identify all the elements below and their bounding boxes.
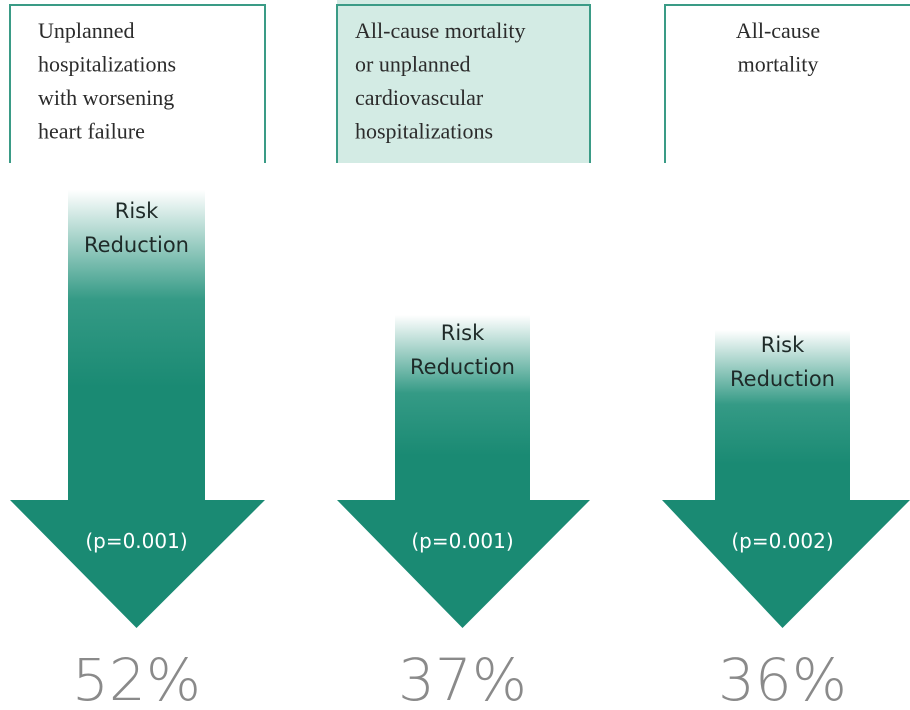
arrow-text: Reduction <box>84 233 189 257</box>
label-line: or unplanned <box>355 52 470 77</box>
label-line: hospitalizations <box>355 119 493 144</box>
label-line: All-cause <box>736 18 820 43</box>
arrow-text: Risk <box>761 333 805 357</box>
arrow <box>10 190 265 628</box>
panel: All-cause mortality Risk Reduction (p=0.002)… <box>662 0 910 710</box>
arrow <box>662 330 910 628</box>
arrow <box>337 315 590 628</box>
label-line: heart failure <box>38 119 145 144</box>
arrow-text: Reduction <box>730 367 835 391</box>
p-value: (p=0.001) <box>85 529 187 553</box>
arrow-text: Risk <box>115 199 159 223</box>
panel: Unplanned hospitalizations with worsening h… <box>9 0 266 710</box>
p-value: (p=0.002) <box>731 529 833 553</box>
label-line: with worsening <box>38 85 174 110</box>
label-box-border <box>336 4 591 163</box>
p-value: (p=0.001) <box>411 529 513 553</box>
label-line: All-cause mortality <box>355 18 525 43</box>
reduction: 37% <box>398 646 527 710</box>
label-line: hospitalizations <box>38 52 176 77</box>
reduction: 52% <box>72 646 201 710</box>
label-box-fill <box>665 0 910 163</box>
label-box-border <box>9 4 266 163</box>
label-line: Unplanned <box>38 18 135 43</box>
panel: All-cause mortality or unplanned cardiovas… <box>336 0 591 710</box>
label-box-border <box>664 4 910 163</box>
label-box-fill <box>337 0 590 163</box>
arrow-text: Reduction <box>410 355 515 379</box>
reduction: 36% <box>718 646 847 710</box>
label-line: cardiovascular <box>355 85 484 110</box>
label-box-fill <box>10 0 265 163</box>
arrow-text: Risk <box>441 321 485 345</box>
label-line: mortality <box>738 52 819 77</box>
